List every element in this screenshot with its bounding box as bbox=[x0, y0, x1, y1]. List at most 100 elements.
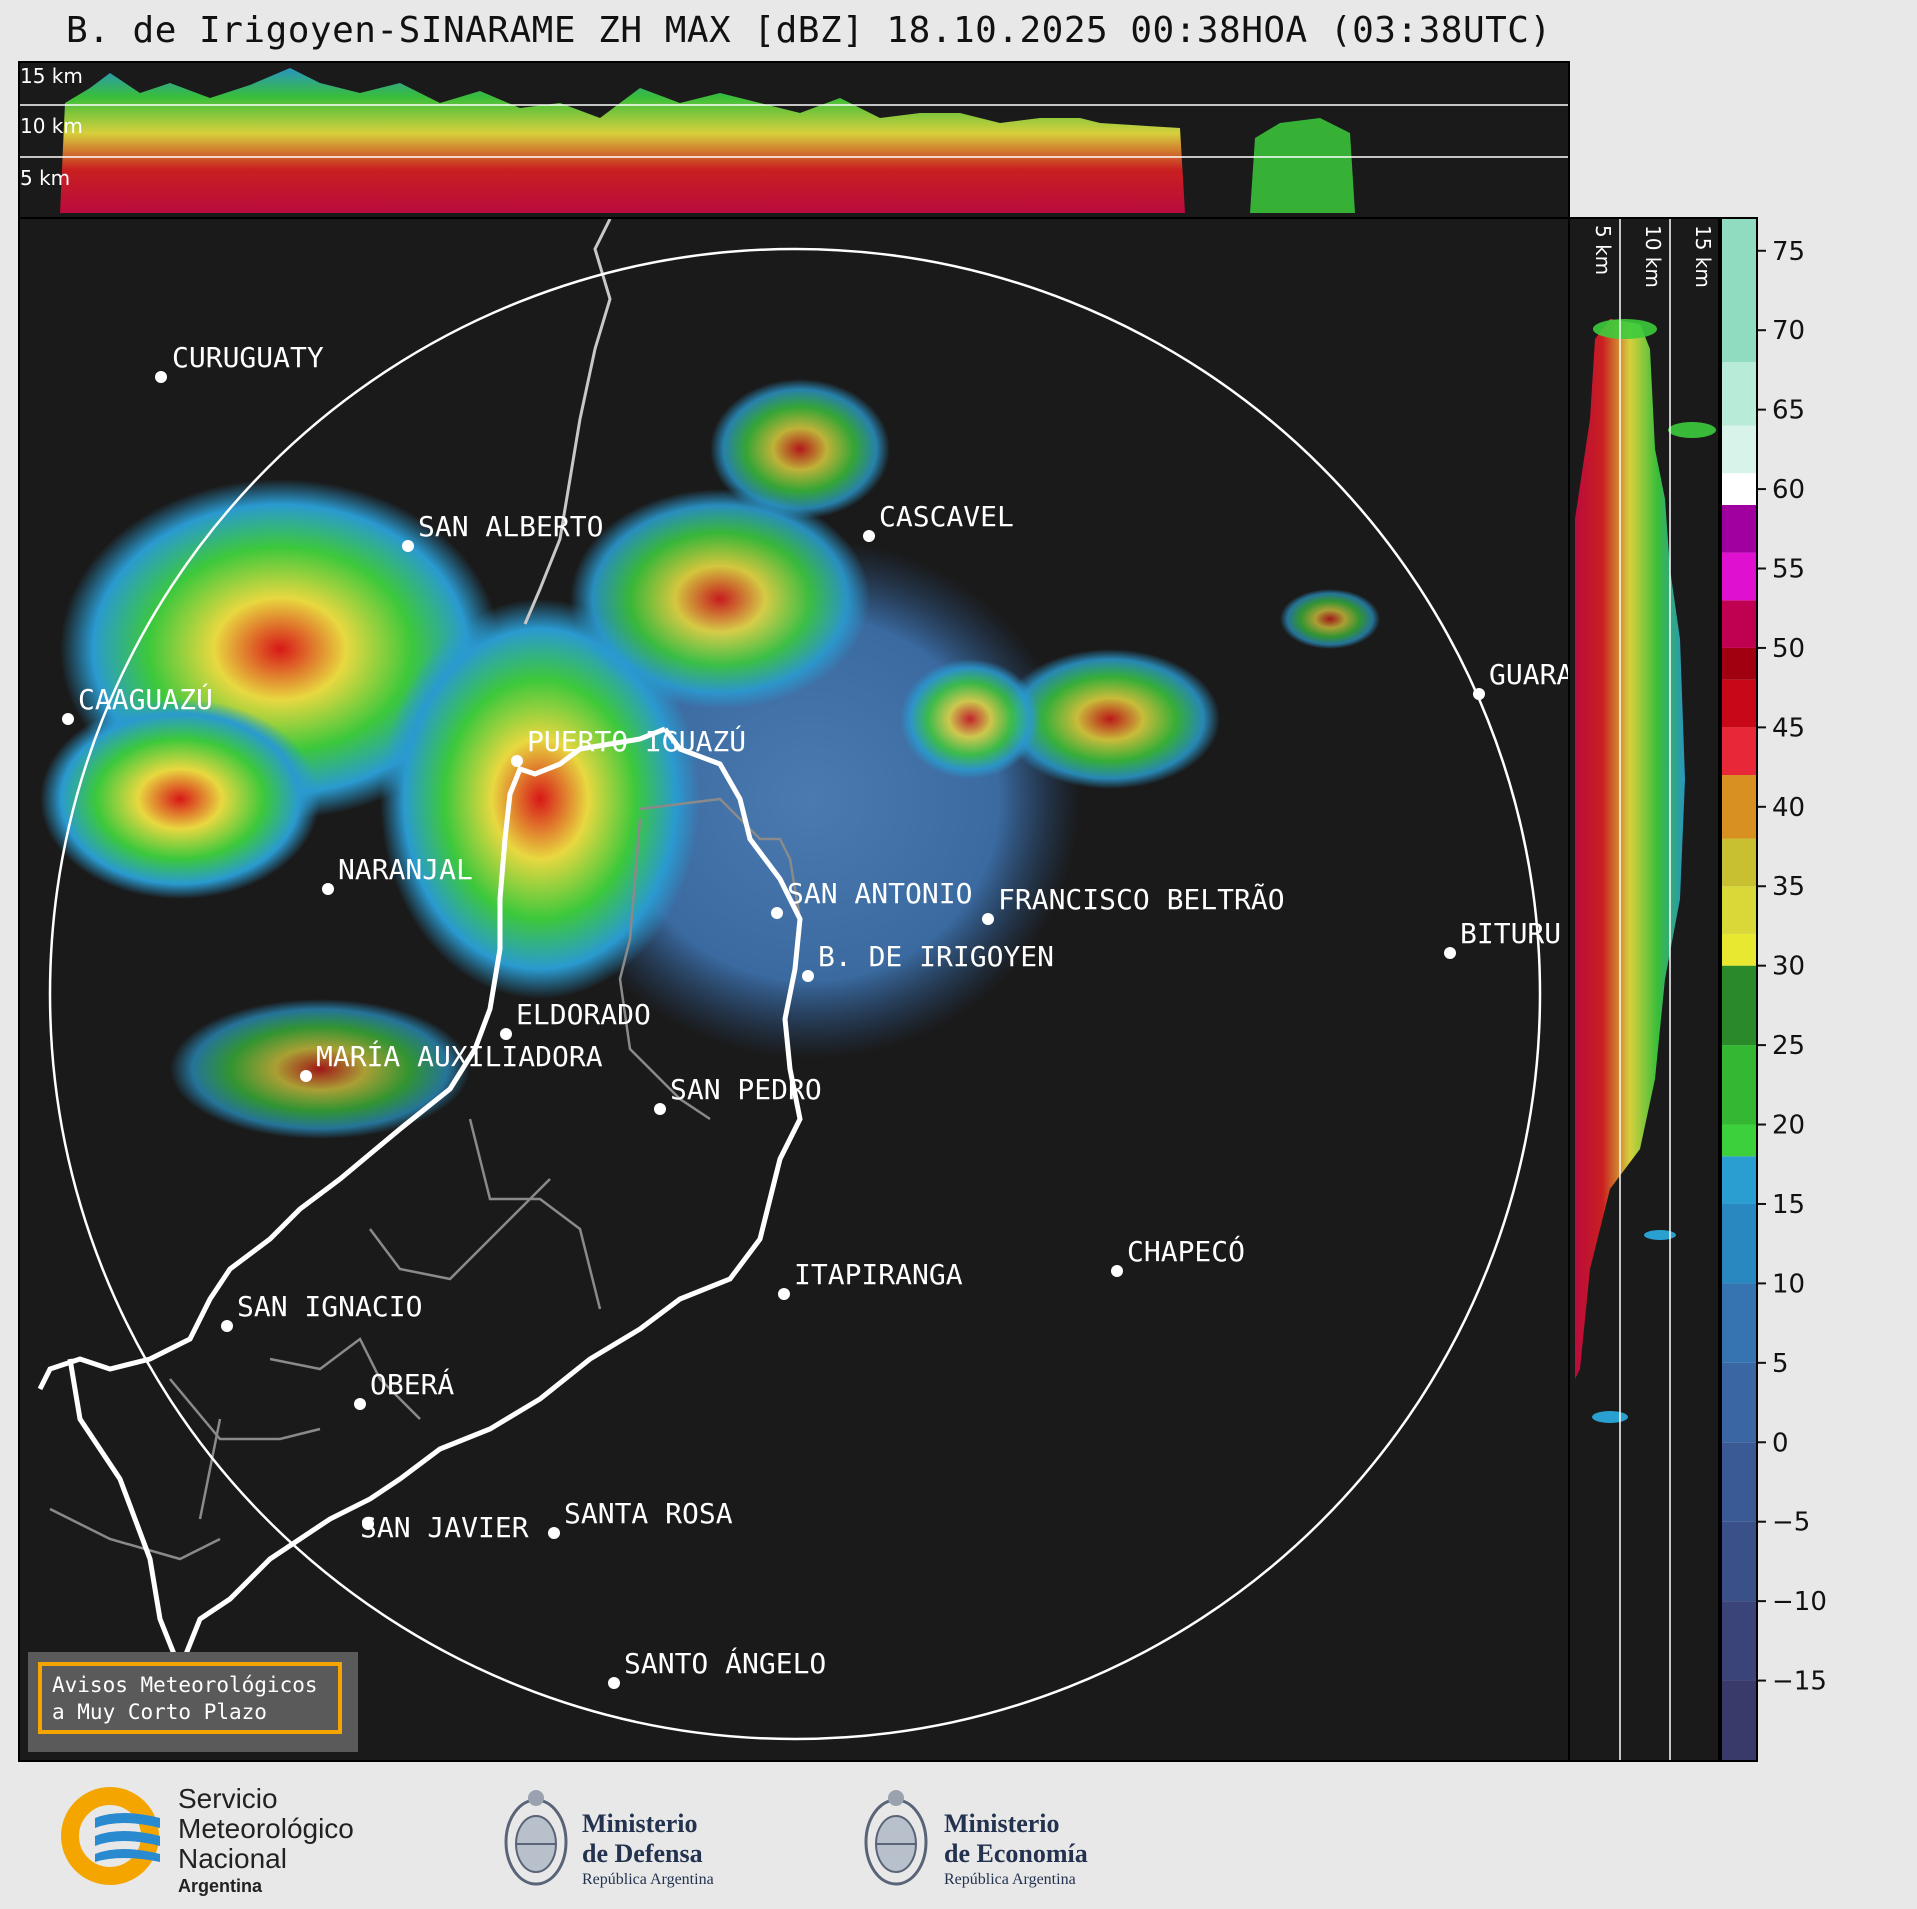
storm-cell-southwest bbox=[40, 699, 320, 899]
colorbar-band bbox=[1722, 838, 1756, 887]
defensa-logo: Ministerio de Defensa República Argentin… bbox=[504, 1790, 714, 1888]
dbz-colorbar bbox=[1720, 217, 1758, 1762]
footer-svg: Servicio Meteorológico Nacional Argentin… bbox=[61, 1783, 1088, 1896]
side-label-15km: 15 km bbox=[1691, 225, 1715, 288]
city-san-ignacio: SAN IGNACIO bbox=[221, 1290, 422, 1332]
storm-cell-far-east bbox=[1280, 589, 1380, 649]
city-san-antonio: SAN ANTONIO bbox=[771, 877, 972, 919]
city-label: PUERTO IGUAZÚ bbox=[527, 724, 746, 758]
city-maria-auxiliadora: MARÍA AUXILIADORA bbox=[300, 1039, 603, 1082]
city-label: SANTA ROSA bbox=[564, 1497, 733, 1530]
warning-line-2: a Muy Corto Plazo bbox=[52, 1700, 267, 1724]
city-marker bbox=[155, 371, 167, 383]
economia-logo: Ministerio de Economía República Argenti… bbox=[864, 1790, 1088, 1888]
city-label: CASCAVEL bbox=[879, 500, 1014, 533]
side-echo-mid bbox=[1644, 1230, 1676, 1240]
colorbar-band bbox=[1722, 775, 1756, 839]
side-label-10km: 10 km bbox=[1641, 225, 1665, 288]
city-marker bbox=[548, 1527, 560, 1539]
city-itapiranga: ITAPIRANGA bbox=[778, 1258, 963, 1300]
colorbar-band bbox=[1722, 679, 1756, 728]
colorbar-band bbox=[1722, 473, 1756, 505]
colorbar-band bbox=[1722, 552, 1756, 601]
border-parana-river bbox=[37, 726, 666, 1391]
storm-cell-cascavel bbox=[710, 379, 890, 519]
city-label: OBERÁ bbox=[370, 1367, 454, 1401]
radar-map-svg[interactable]: CURUGUATY SAN ALBERTO CASCAVEL CAAGUAZÚ … bbox=[20, 219, 1570, 1762]
defensa-text-1: Ministerio bbox=[582, 1809, 698, 1838]
page-title: B. de Irigoyen-SINARAME ZH MAX [dBZ] 18.… bbox=[66, 10, 1552, 51]
colorbar-tick-label: 25 bbox=[1772, 1031, 1805, 1061]
colorbar-band bbox=[1722, 1521, 1756, 1602]
colorbar-tick-label: 65 bbox=[1772, 396, 1805, 426]
smn-text-1: Servicio bbox=[178, 1783, 278, 1814]
colorbar-tick-label: 30 bbox=[1772, 952, 1805, 982]
city-curuguaty: CURUGUATY bbox=[155, 341, 324, 383]
city-marker bbox=[771, 907, 783, 919]
colorbar-tick-label: −5 bbox=[1772, 1508, 1810, 1538]
city-marker bbox=[1473, 688, 1485, 700]
footer-logos: Servicio Meteorológico Nacional Argentin… bbox=[0, 1762, 1917, 1909]
side-echo-upper bbox=[1668, 422, 1716, 438]
city-san-javier: SAN JAVIER bbox=[360, 1511, 529, 1544]
storm-cell-north bbox=[570, 489, 870, 709]
colorbar-band bbox=[1722, 1601, 1756, 1681]
city-marker bbox=[608, 1677, 620, 1689]
city-label: SAN ALBERTO bbox=[418, 510, 603, 543]
smn-text-3: Nacional bbox=[178, 1843, 287, 1874]
city-marker bbox=[62, 713, 74, 725]
colorbar-band bbox=[1722, 727, 1756, 776]
colorbar-tick-label: 15 bbox=[1772, 1190, 1805, 1220]
city-marker bbox=[500, 1028, 512, 1040]
city-label: CHAPECÓ bbox=[1127, 1234, 1245, 1268]
economia-text-1: Ministerio bbox=[944, 1809, 1060, 1838]
warning-box[interactable]: Avisos Meteorológicos a Muy Corto Plazo bbox=[28, 1652, 358, 1752]
city-label: CURUGUATY bbox=[172, 341, 324, 374]
top-label-15km: 15 km bbox=[20, 64, 83, 88]
colorbar-svg bbox=[1722, 219, 1756, 1760]
city-label: SAN ANTONIO bbox=[787, 877, 972, 910]
economia-text-2: de Economía bbox=[944, 1839, 1088, 1868]
city-marker bbox=[362, 1518, 374, 1530]
top-cross-section-panel: 15 km 10 km 5 km bbox=[18, 61, 1570, 219]
city-guara: GUARA bbox=[1473, 658, 1570, 700]
top-echo-small bbox=[1250, 118, 1355, 213]
city-marker bbox=[654, 1103, 666, 1115]
side-cross-section-panel: 5 km 10 km 15 km bbox=[1568, 217, 1720, 1762]
city-francisco-beltrao: FRANCISCO BELTRÃO bbox=[982, 883, 1285, 925]
city-b-de-irigoyen: B. DE IRIGOYEN bbox=[802, 940, 1054, 982]
colorbar-band bbox=[1722, 1442, 1756, 1522]
side-echo-low bbox=[1592, 1411, 1628, 1423]
city-marker bbox=[1444, 947, 1456, 959]
city-label: GUARA bbox=[1489, 658, 1570, 691]
city-label: SAN IGNACIO bbox=[237, 1290, 422, 1323]
radar-map-panel[interactable]: CURUGUATY SAN ALBERTO CASCAVEL CAAGUAZÚ … bbox=[18, 217, 1570, 1762]
storm-cell-maria bbox=[170, 999, 470, 1139]
colorbar-tick-label: 10 bbox=[1772, 1269, 1805, 1299]
colorbar-tick-label: 45 bbox=[1772, 713, 1805, 743]
border-southwest bbox=[67, 1358, 183, 1670]
city-santo-angelo: SANTO ÁNGELO bbox=[608, 1646, 826, 1689]
border-uruguay-river bbox=[177, 727, 803, 1670]
city-caaguazu: CAAGUAZÚ bbox=[62, 682, 213, 725]
colorbar-band bbox=[1722, 1362, 1756, 1443]
top-echo-mass bbox=[60, 68, 1185, 213]
city-chapeco: CHAPECÓ bbox=[1111, 1234, 1245, 1277]
colorbar-band bbox=[1722, 1283, 1756, 1363]
warning-box-border[interactable]: Avisos Meteorológicos a Muy Corto Plazo bbox=[38, 1662, 342, 1734]
colorbar-band bbox=[1722, 647, 1756, 680]
top-label-10km: 10 km bbox=[20, 114, 83, 138]
city-label: BITURU bbox=[1460, 917, 1561, 950]
smn-logo: Servicio Meteorológico Nacional Argentin… bbox=[61, 1783, 354, 1896]
city-label: SAN PEDRO bbox=[670, 1073, 822, 1106]
city-marker bbox=[221, 1320, 233, 1332]
paraguay-border bbox=[523, 219, 612, 625]
defensa-text-2: de Defensa bbox=[582, 1839, 703, 1868]
city-marker bbox=[511, 755, 523, 767]
top-cross-section-svg: 15 km 10 km 5 km bbox=[20, 64, 1568, 213]
coat-of-arms-icon bbox=[864, 1790, 928, 1886]
smn-wave-icon bbox=[95, 1849, 160, 1862]
city-marker bbox=[402, 540, 414, 552]
colorbar-tick-label: 50 bbox=[1772, 634, 1805, 664]
city-marker bbox=[1111, 1265, 1123, 1277]
